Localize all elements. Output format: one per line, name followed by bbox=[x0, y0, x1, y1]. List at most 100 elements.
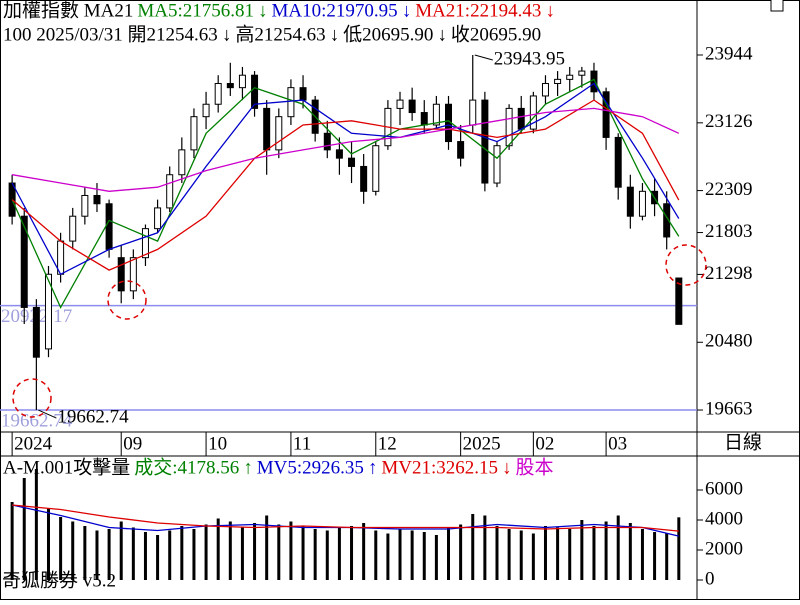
header-segment: ↓ bbox=[402, 0, 412, 21]
volume-bar bbox=[156, 534, 160, 580]
candle-body bbox=[360, 165, 368, 192]
volume-bar bbox=[507, 528, 511, 580]
candle-body bbox=[614, 136, 622, 188]
reference-label: 19662.74 bbox=[1, 410, 73, 431]
candle-body bbox=[675, 277, 683, 325]
volume-bar bbox=[592, 525, 596, 580]
highlight-circle bbox=[12, 378, 52, 418]
volume-bar bbox=[119, 521, 123, 580]
header-segment: MV5:2926.35 bbox=[257, 457, 364, 478]
volume-bar bbox=[531, 533, 535, 580]
y-tick-label: 21298 bbox=[705, 263, 753, 284]
volume-bar bbox=[10, 501, 14, 580]
moving-average-line bbox=[11, 82, 680, 276]
volume-bar bbox=[459, 524, 463, 580]
candle-body bbox=[541, 83, 549, 97]
volume-bar bbox=[143, 531, 147, 580]
volume-bar bbox=[337, 527, 341, 580]
candle-body bbox=[493, 145, 501, 184]
candle-body bbox=[432, 103, 440, 126]
volume-bar bbox=[519, 530, 523, 580]
volume-bar bbox=[362, 522, 366, 580]
volume-bar bbox=[386, 533, 390, 580]
candle-body bbox=[202, 103, 210, 118]
window-button[interactable] bbox=[770, 0, 784, 12]
volume-bar bbox=[192, 528, 196, 580]
annotation-leader bbox=[38, 409, 57, 419]
moving-average-line bbox=[12, 504, 679, 532]
candle-body bbox=[505, 107, 513, 147]
volume-bar bbox=[556, 527, 560, 580]
candle-body bbox=[20, 215, 28, 308]
header-segment: MA5:21756.81 bbox=[137, 0, 254, 21]
candle-body bbox=[214, 83, 222, 105]
volume-bar bbox=[325, 530, 329, 580]
highlight-circle bbox=[665, 244, 707, 286]
y-tick-label: 2000 bbox=[705, 538, 743, 559]
volume-bar bbox=[471, 513, 475, 580]
header-segment: ↓ bbox=[258, 0, 268, 21]
volume-bar bbox=[640, 528, 644, 580]
header-segment: 低20695.90 bbox=[343, 23, 433, 45]
candle-body bbox=[287, 87, 295, 118]
candle-body bbox=[93, 194, 101, 205]
volume-bar bbox=[204, 524, 208, 580]
y-tick-label: 4000 bbox=[705, 508, 743, 529]
volume-bar bbox=[410, 530, 414, 580]
volume-bar bbox=[580, 519, 584, 580]
volume-bar bbox=[543, 525, 547, 580]
x-tick-label: 12 bbox=[378, 433, 397, 454]
volume-bar bbox=[422, 531, 426, 580]
volume-bar bbox=[628, 522, 632, 580]
candle-body bbox=[323, 132, 331, 151]
candle-body bbox=[263, 107, 271, 151]
header-segment: A-M.001攻擊量 bbox=[3, 456, 130, 478]
x-tick-label: 2025 bbox=[463, 433, 501, 454]
volume-bar bbox=[301, 525, 305, 580]
candle-body bbox=[590, 70, 598, 93]
volume-bar bbox=[665, 533, 669, 580]
y-tick-label: 0 bbox=[705, 568, 715, 589]
volume-bar bbox=[265, 515, 269, 580]
candle-body bbox=[32, 306, 40, 358]
candle-body bbox=[517, 107, 525, 130]
volume-bar bbox=[168, 530, 172, 580]
candle-body bbox=[129, 257, 137, 292]
volume-bar bbox=[616, 515, 620, 580]
x-tick-label: 03 bbox=[608, 433, 627, 454]
volume-bar bbox=[398, 528, 402, 580]
volume-bar bbox=[604, 521, 608, 580]
volume-bar bbox=[447, 527, 451, 580]
volume-bar bbox=[107, 528, 111, 580]
header-segment: ↑ bbox=[243, 457, 253, 478]
volume-bar bbox=[83, 525, 87, 580]
footer-label: 奇狐勝券 v5.2 bbox=[2, 569, 116, 591]
volume-bar bbox=[180, 525, 184, 580]
candle-body bbox=[348, 157, 356, 167]
x-tick-label: 02 bbox=[535, 433, 554, 454]
candle-body bbox=[238, 74, 246, 89]
header-segment: 收20695.90 bbox=[451, 23, 541, 45]
candle-body bbox=[529, 95, 537, 130]
volume-bar bbox=[677, 517, 681, 580]
volume-bar bbox=[350, 525, 354, 580]
candle-body bbox=[420, 112, 428, 126]
candle-body bbox=[396, 99, 404, 109]
candle-body bbox=[166, 174, 174, 209]
volume-bar bbox=[313, 528, 317, 580]
header-segment: ↓ bbox=[222, 24, 232, 45]
candle-body bbox=[638, 190, 646, 217]
moving-average-line bbox=[11, 107, 680, 192]
candle-body bbox=[663, 203, 671, 238]
candle-body bbox=[372, 145, 380, 192]
candle-body bbox=[105, 203, 113, 250]
candle-body bbox=[602, 91, 610, 138]
header-segment: ↑ bbox=[368, 457, 378, 478]
y-tick-label: 20480 bbox=[705, 331, 753, 352]
header-segment: 成交:4178.56 bbox=[134, 456, 239, 478]
candle-body bbox=[457, 141, 465, 159]
candle-body bbox=[481, 99, 489, 184]
volume-bar bbox=[483, 515, 487, 580]
y-tick-label: 23944 bbox=[705, 43, 753, 64]
candle-body bbox=[190, 116, 198, 151]
